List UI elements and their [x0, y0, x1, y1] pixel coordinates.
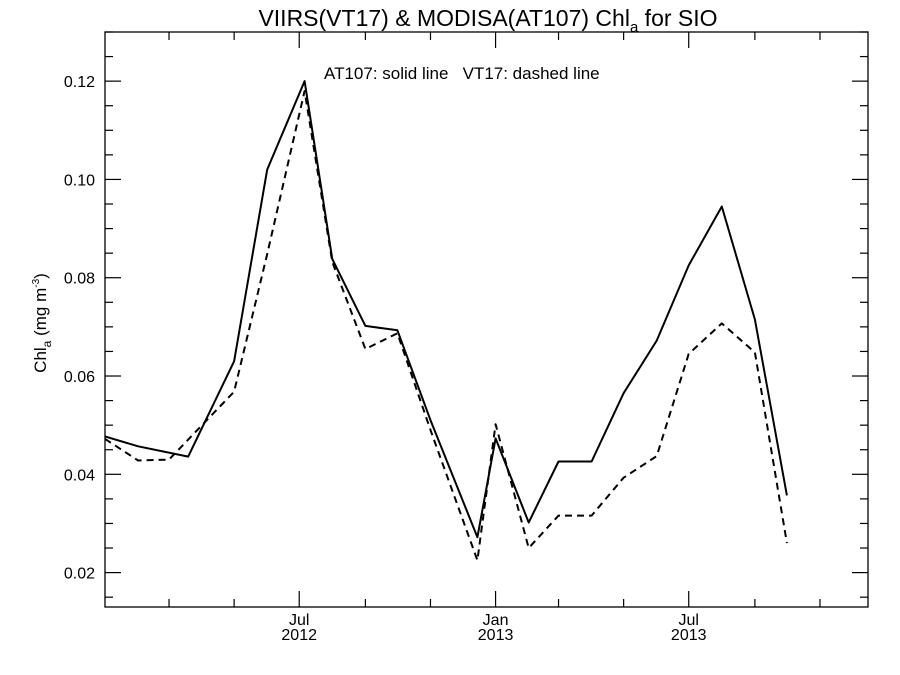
chart-title-suffix: for SIO	[638, 5, 717, 31]
y-axis-label-main: Chl	[31, 347, 50, 373]
y-tick-label: 0.12	[64, 74, 95, 91]
y-tick-label: 0.08	[64, 271, 95, 288]
y-tick-label: 0.04	[64, 467, 95, 484]
x-tick-label-month: Jan	[483, 612, 509, 629]
series-layer	[105, 80, 788, 562]
y-axis-label-unit: (mg m	[31, 288, 50, 341]
axis-ticks	[105, 31, 868, 607]
x-tick-label-month: Jul	[289, 612, 309, 629]
chart-title-subscript: a	[630, 19, 639, 36]
y-tick-label: 0.06	[64, 369, 95, 386]
y-axis-label-unit-sup: -3	[31, 278, 42, 287]
x-tick-label-year: 2012	[281, 627, 317, 644]
x-tick-label-year: 2013	[671, 627, 707, 644]
series-line-at107	[105, 80, 788, 539]
y-tick-label: 0.02	[64, 566, 95, 583]
axis-tick-labels: 0.020.040.060.080.100.12Jul2012Jan2013Ju…	[64, 74, 707, 644]
plot-frame	[104, 31, 869, 608]
x-tick-label-year: 2013	[478, 627, 514, 644]
x-tick-label-month: Jul	[678, 612, 698, 629]
chart-annotation: AT107: solid line VT17: dashed line	[324, 64, 600, 83]
chart-title-main: VIIRS(VT17) & MODISA(AT107) Chl	[258, 5, 630, 31]
y-tick-label: 0.10	[64, 172, 95, 189]
chart-title: VIIRS(VT17) & MODISA(AT107) Chla for SIO	[258, 5, 717, 36]
y-axis-label-unit-close: )	[31, 273, 50, 279]
y-axis-label: Chla (mg m-3)	[31, 273, 54, 373]
y-axis-label-subscript: a	[40, 340, 54, 347]
